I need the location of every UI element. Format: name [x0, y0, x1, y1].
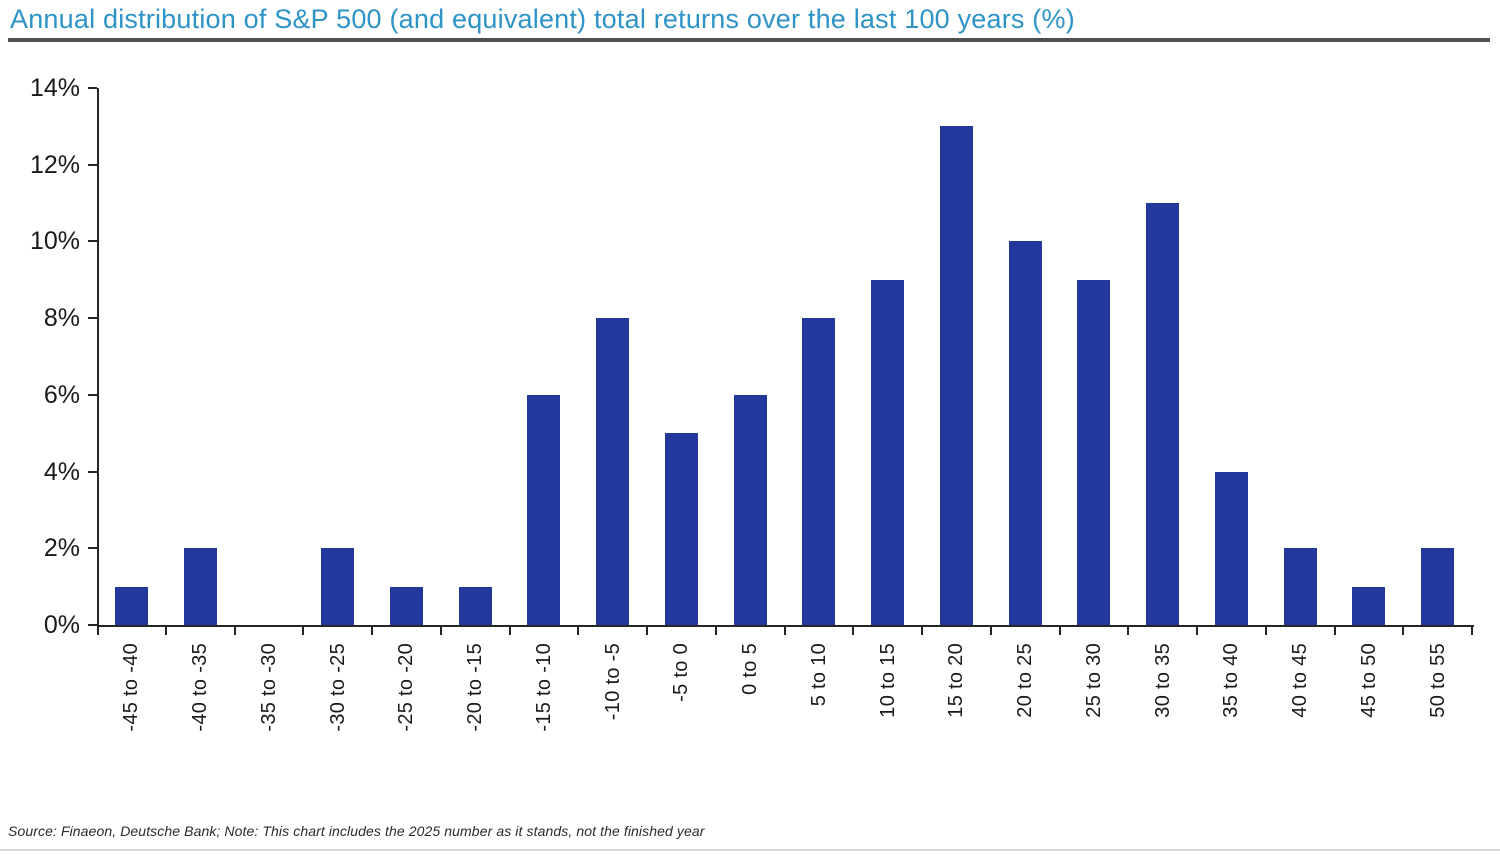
y-axis-tick-label: 0% — [43, 611, 80, 639]
y-axis-tick-label: 6% — [43, 380, 80, 409]
bar — [390, 587, 423, 625]
x-axis-category-label: 30 to 35 — [1152, 643, 1174, 718]
bar — [596, 318, 629, 625]
x-axis-category-label: -35 to -30 — [258, 643, 280, 732]
x-axis-category-label: -15 to -10 — [533, 643, 555, 732]
x-axis-category-label: 0 to 5 — [739, 643, 761, 695]
x-axis-tick — [371, 625, 373, 635]
bar — [1215, 472, 1248, 625]
y-axis-tick — [88, 547, 97, 550]
x-axis-category-label: -40 to -35 — [189, 643, 211, 732]
x-axis-tick — [1471, 625, 1473, 635]
bottom-rule — [0, 849, 1500, 851]
x-axis-category-label: 10 to 15 — [877, 643, 899, 718]
bar — [1284, 548, 1317, 625]
y-axis-tick-label: 12% — [29, 150, 80, 179]
y-axis-tick — [88, 624, 97, 626]
x-axis-tick — [302, 625, 305, 635]
y-axis-tick — [88, 470, 97, 473]
x-axis-category-label: -5 to 0 — [670, 643, 692, 702]
x-axis-tick — [1127, 625, 1130, 635]
x-axis-tick — [646, 625, 648, 635]
y-axis-tick — [88, 87, 97, 89]
x-axis-tick — [921, 625, 923, 635]
bar — [321, 548, 354, 625]
x-axis-category-label: 40 to 45 — [1289, 643, 1311, 718]
title-underline — [8, 38, 1490, 42]
bar — [1352, 587, 1385, 625]
bar — [1077, 280, 1110, 625]
x-axis-category-label: 35 to 40 — [1220, 643, 1242, 718]
bar — [940, 126, 973, 625]
x-axis-category-label: -45 to -40 — [120, 643, 142, 732]
bar — [734, 395, 767, 625]
y-axis-tick-label: 2% — [43, 534, 80, 563]
x-axis-category-label: 45 to 50 — [1358, 643, 1380, 718]
x-axis-category-label: 20 to 25 — [1014, 643, 1036, 718]
x-axis-tick — [714, 625, 717, 635]
x-axis-category-label: -10 to -5 — [602, 643, 624, 721]
y-axis-tick — [88, 393, 97, 396]
x-axis-category-label: -20 to -15 — [464, 643, 486, 732]
bar — [1421, 548, 1454, 625]
y-axis-tick-label: 14% — [29, 74, 80, 102]
bar — [1146, 203, 1179, 625]
y-axis-line — [97, 88, 99, 635]
bar — [665, 433, 698, 625]
source-note: Source: Finaeon, Deutsche Bank; Note: Th… — [8, 823, 705, 839]
chart-title: Annual distribution of S&P 500 (and equi… — [10, 4, 1075, 34]
x-axis-tick — [577, 625, 580, 635]
x-axis-category-label: 25 to 30 — [1083, 643, 1105, 718]
x-axis-tick — [1402, 625, 1405, 635]
x-axis-tick — [508, 625, 511, 635]
x-axis-tick — [439, 625, 442, 635]
y-axis-tick — [88, 163, 97, 166]
y-axis-tick — [88, 240, 97, 243]
x-axis-tick — [783, 625, 786, 635]
x-axis-category-label: 15 to 20 — [945, 643, 967, 718]
bar — [527, 395, 560, 625]
x-axis-category-label: 50 to 55 — [1427, 643, 1449, 718]
y-axis-tick-label: 4% — [43, 457, 80, 486]
bar — [802, 318, 835, 625]
y-axis-tick-label: 8% — [43, 304, 80, 333]
x-axis-tick — [1196, 625, 1198, 635]
bar — [1009, 241, 1042, 625]
y-axis-tick — [88, 317, 97, 320]
x-axis-category-label: -25 to -20 — [395, 643, 417, 732]
x-axis-line — [97, 625, 1474, 627]
x-axis-tick — [233, 625, 236, 635]
bar — [459, 587, 492, 625]
x-axis-tick — [989, 625, 992, 635]
x-axis-category-label: 5 to 10 — [808, 643, 830, 707]
x-axis-tick — [1264, 625, 1267, 635]
bar — [184, 548, 217, 625]
y-axis-tick-label: 10% — [29, 227, 80, 256]
bar — [115, 587, 148, 625]
x-axis-tick — [1333, 625, 1336, 635]
x-axis-tick — [164, 625, 167, 635]
x-axis-tick — [852, 625, 855, 635]
bar — [871, 280, 904, 625]
x-axis-tick — [1058, 625, 1061, 635]
x-axis-category-label: -30 to -25 — [327, 643, 349, 732]
